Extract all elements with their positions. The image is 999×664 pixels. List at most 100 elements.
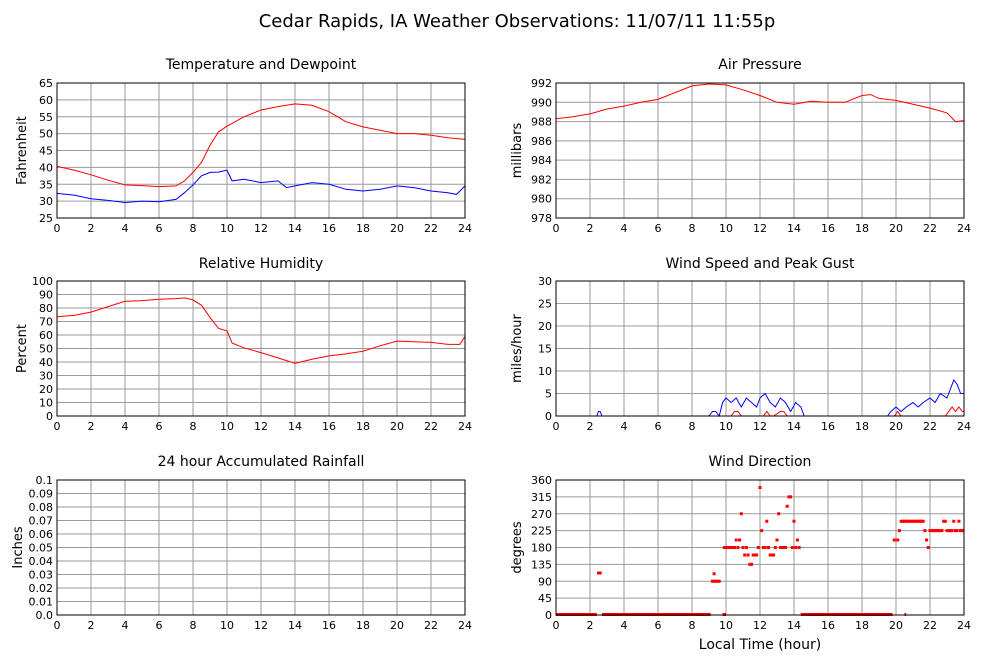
direction-point — [731, 546, 735, 549]
y-tick-label: 0.0 — [36, 609, 54, 622]
y-tick-label: 978 — [531, 212, 552, 225]
y-tick-label: 0.1 — [36, 474, 54, 487]
series-line — [57, 169, 465, 204]
plot-frame — [56, 280, 466, 417]
direction-point — [913, 519, 917, 523]
direction-point — [761, 546, 765, 549]
x-tick-label: 18 — [356, 222, 370, 235]
y-tick-label: 0.06 — [29, 528, 54, 541]
y-tick-label: 40 — [39, 161, 53, 174]
direction-point — [928, 529, 932, 533]
y-tick-label: 35 — [39, 178, 53, 191]
direction-point — [955, 529, 959, 533]
direction-point — [739, 512, 743, 516]
panel-humidity: 0 2 4 6 8 10 12 14 16 18 20 22 240102030405060708090… — [15, 256, 472, 433]
plot-frame — [555, 82, 965, 219]
direction-point — [770, 553, 774, 557]
direction-point — [734, 538, 738, 542]
x-tick-label: 14 — [288, 420, 302, 433]
x-tick-label: 24 — [957, 222, 971, 235]
x-tick-label: 14 — [787, 222, 801, 235]
x-tick-label: 4 — [122, 619, 129, 632]
x-tick-label: 24 — [458, 619, 472, 632]
direction-point — [778, 546, 782, 549]
panel-title: Air Pressure — [718, 57, 801, 73]
x-tick-label: 6 — [156, 420, 163, 433]
series-line — [556, 378, 964, 417]
y-tick-label: 65 — [39, 77, 53, 90]
series-line — [57, 297, 465, 364]
direction-point — [751, 553, 755, 557]
direction-point — [906, 519, 910, 523]
plot-frame — [555, 479, 965, 616]
direction-point — [923, 529, 927, 533]
x-tick-label: 2 — [88, 619, 95, 632]
y-axis-label: millibars — [510, 123, 525, 179]
y-tick-label: 0.05 — [29, 542, 54, 555]
x-tick-label: 18 — [855, 420, 869, 433]
x-tick-label: 22 — [424, 420, 438, 433]
direction-point — [724, 546, 728, 549]
direction-point — [903, 519, 906, 523]
direction-point — [744, 546, 748, 549]
direction-point — [736, 546, 740, 549]
direction-point — [773, 546, 777, 549]
direction-point — [768, 553, 772, 557]
direction-point — [727, 546, 731, 549]
y-tick-label: 60 — [39, 94, 53, 107]
x-tick-label: 16 — [821, 420, 835, 433]
direction-point — [897, 529, 901, 533]
y-tick-label: 982 — [531, 173, 552, 186]
x-tick-label: 2 — [587, 222, 594, 235]
series-line — [556, 406, 964, 417]
direction-point — [755, 553, 759, 557]
direction-point — [792, 519, 796, 523]
x-tick-label: 20 — [390, 222, 404, 235]
x-tick-label: 12 — [753, 222, 767, 235]
direction-point — [930, 529, 934, 533]
direction-point — [782, 546, 786, 549]
plot-area — [556, 486, 964, 616]
x-tick-label: 16 — [821, 222, 835, 235]
direction-point — [948, 529, 952, 533]
y-tick-label: 315 — [531, 491, 552, 504]
x-tick-label: 8 — [689, 619, 696, 632]
direction-point — [741, 546, 745, 549]
plot-area — [57, 103, 465, 204]
x-tick-label: 24 — [458, 222, 472, 235]
direction-point — [743, 553, 747, 557]
y-tick-label: 50 — [39, 128, 53, 141]
direction-point — [935, 529, 939, 533]
x-tick-label: 0 — [553, 619, 560, 632]
x-tick-label: 22 — [923, 420, 937, 433]
direction-point — [726, 546, 730, 549]
y-tick-label: 0 — [46, 410, 53, 423]
direction-point — [921, 519, 925, 523]
direction-point — [785, 504, 789, 508]
direction-point — [748, 562, 752, 566]
direction-point — [712, 579, 716, 583]
x-tick-label: 10 — [719, 420, 733, 433]
direction-point — [901, 519, 905, 523]
y-tick-label: 45 — [39, 145, 53, 158]
x-tick-label: 12 — [254, 222, 268, 235]
x-tick-label: 8 — [190, 619, 197, 632]
direction-point — [904, 519, 908, 523]
x-tick-label: 10 — [220, 222, 234, 235]
x-tick-label: 12 — [254, 420, 268, 433]
y-tick-label: 0 — [545, 410, 552, 423]
x-tick-label: 20 — [889, 222, 903, 235]
x-tick-label: 18 — [855, 222, 869, 235]
x-tick-label: 8 — [689, 420, 696, 433]
direction-point — [911, 519, 915, 523]
y-tick-label: 15 — [538, 343, 552, 356]
direction-point — [940, 529, 944, 533]
plot-area — [556, 83, 964, 123]
y-tick-label: 90 — [39, 289, 53, 302]
y-tick-label: 984 — [531, 154, 552, 167]
direction-point — [899, 519, 903, 523]
x-tick-label: 6 — [655, 619, 662, 632]
y-tick-label: 980 — [531, 193, 552, 206]
x-tick-label: 22 — [923, 222, 937, 235]
plot-area — [556, 378, 964, 417]
